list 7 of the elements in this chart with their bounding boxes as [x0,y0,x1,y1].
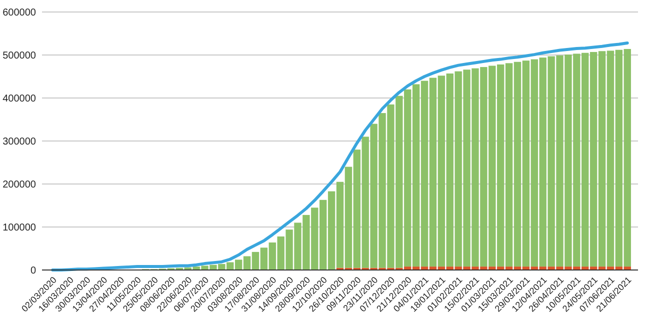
y-tick-label: 400000 [2,94,36,104]
y-tick-label: 0 [30,266,36,276]
y-tick-label: 300000 [2,136,36,148]
y-tick-label: 200000 [2,180,36,190]
y-tick-label: 500000 [2,50,36,62]
y-tick-label: 100000 [2,222,36,234]
y-tick-label: 600000 [2,8,36,18]
